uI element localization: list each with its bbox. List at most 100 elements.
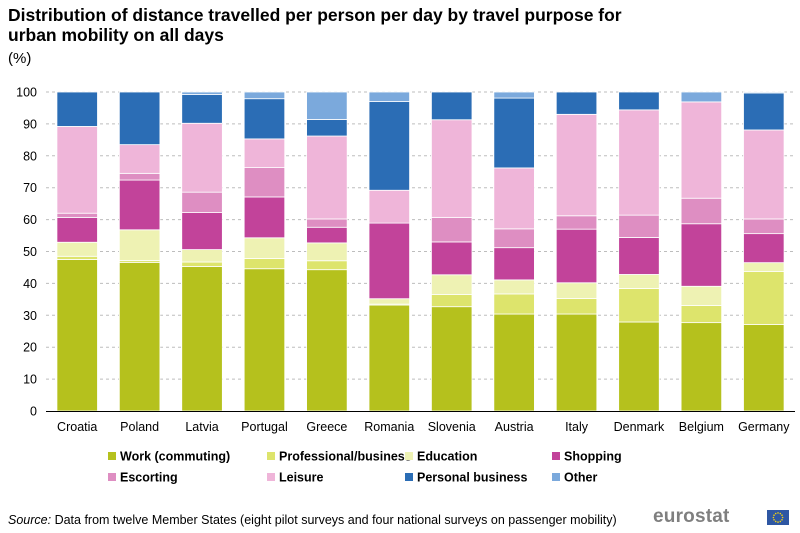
bar-belgium-leisure (680, 101, 723, 199)
bar-latvia-other (181, 91, 223, 95)
bar-stack-portugal (243, 91, 286, 412)
bar-denmark-work-commuting (618, 321, 660, 412)
bar-austria-escorting (493, 228, 535, 249)
bar-greece-other (306, 91, 348, 120)
bar-poland-shopping (118, 179, 161, 231)
legend-label: Personal business (417, 471, 528, 485)
legend-swatch (108, 452, 116, 460)
legend-swatch (108, 473, 116, 481)
bar-italy-escorting (555, 215, 598, 230)
legend: Work (commuting) Professional/business Edu… (108, 450, 622, 485)
bar-germany-professional-business (743, 271, 785, 325)
bar-slovenia-leisure (431, 119, 473, 218)
bar-greece-leisure (306, 135, 348, 220)
bar-germany-leisure (743, 129, 785, 220)
bar-italy-education (555, 282, 598, 299)
x-tick-label-romania: Romania (364, 420, 414, 434)
bar-portugal-professional-business (243, 258, 286, 270)
legend-swatch (267, 452, 275, 460)
eurostat-logo: eurostat (653, 506, 793, 528)
legend-label: Leisure (279, 471, 324, 485)
bar-croatia-education (56, 241, 98, 257)
bar-stack-slovenia (431, 91, 473, 412)
bar-stack-croatia (56, 91, 98, 412)
flag-star (777, 512, 779, 514)
legend-swatch (405, 452, 413, 460)
flag-star (779, 512, 782, 515)
bar-germany-personal-business (743, 92, 785, 131)
legend-item-personal-business: Personal business (405, 471, 528, 485)
bar-austria-other (493, 91, 535, 99)
x-axis-labels: Croatia Poland Latvia Portugal Greece Romania… (57, 420, 790, 434)
bar-latvia-education (181, 249, 223, 263)
bar-denmark-escorting (618, 214, 660, 238)
bar-croatia-escorting (56, 212, 98, 218)
bar-slovenia-work-commuting (431, 306, 473, 412)
bar-portugal-personal-business (243, 98, 286, 140)
bar-italy-leisure (555, 113, 598, 217)
bar-greece-professional-business (306, 260, 348, 271)
bar-croatia-leisure (56, 126, 98, 214)
flag-star (781, 519, 783, 521)
bar-austria-work-commuting (493, 313, 535, 412)
y-tick-label: 90 (23, 117, 37, 131)
y-tick-label: 70 (23, 181, 37, 195)
unit-label: (%) (8, 50, 32, 67)
chart-title: Distribution of distance travelled per p… (8, 5, 622, 45)
bar-portugal-escorting (243, 167, 286, 198)
bar-denmark-shopping (618, 237, 660, 275)
bar-germany-shopping (743, 233, 785, 264)
bar-denmark-education (618, 274, 660, 289)
bar-croatia-work-commuting (56, 259, 98, 412)
bar-slovenia-personal-business (431, 91, 473, 121)
bar-austria-education (493, 279, 535, 295)
bar-portugal-work-commuting (243, 268, 286, 412)
bar-denmark-leisure (618, 109, 660, 216)
bar-germany-other (743, 91, 785, 94)
x-tick-label-denmark: Denmark (614, 420, 665, 434)
flag-star (773, 519, 775, 521)
bar-portugal-education (243, 237, 286, 259)
legend-item-other: Other (552, 471, 597, 485)
legend-label: Work (commuting) (120, 450, 230, 464)
bar-romania-other (368, 91, 410, 102)
bar-poland-leisure (118, 144, 161, 174)
bar-stack-latvia (181, 91, 223, 412)
bar-italy-personal-business (555, 91, 598, 115)
legend-item-escorting: Escorting (108, 471, 178, 485)
source-text: Data from twelve Member States (eight pi… (54, 513, 617, 527)
bar-greece-education (306, 242, 348, 262)
legend-label: Other (564, 471, 597, 485)
bar-greece-personal-business (306, 119, 348, 137)
flag-star (774, 512, 777, 515)
y-tick-label: 30 (23, 309, 37, 323)
bar-romania-shopping (368, 222, 410, 300)
bar-latvia-work-commuting (181, 266, 223, 412)
bar-germany-escorting (743, 218, 785, 235)
bar-germany-work-commuting (743, 324, 785, 412)
legend-item-work-commuting: Work (commuting) (108, 450, 230, 464)
bar-latvia-professional-business (181, 261, 223, 267)
bar-stack-romania (368, 91, 410, 412)
flag-star (779, 520, 782, 523)
x-tick-label-greece: Greece (306, 420, 347, 434)
source-label: Source: (8, 513, 52, 527)
legend-label: Education (417, 450, 477, 464)
bar-denmark-personal-business (618, 91, 660, 111)
flag-star (774, 520, 777, 523)
y-tick-label: 0 (30, 405, 37, 419)
bar-greece-work-commuting (306, 269, 348, 412)
bar-italy-work-commuting (555, 313, 598, 412)
legend-item-education: Education (405, 450, 477, 464)
flag-star (772, 516, 775, 519)
legend-item-leisure: Leisure (267, 471, 324, 485)
bar-romania-work-commuting (368, 304, 410, 412)
bar-slovenia-escorting (431, 216, 473, 243)
bar-romania-education (368, 298, 410, 305)
flag-star (773, 514, 775, 516)
bar-croatia-personal-business (56, 91, 98, 127)
bar-slovenia-shopping (431, 241, 473, 276)
bar-portugal-leisure (243, 138, 286, 169)
bar-italy-shopping (555, 228, 598, 284)
